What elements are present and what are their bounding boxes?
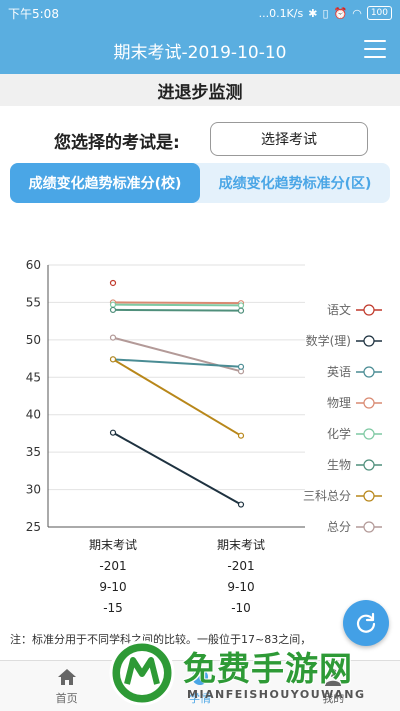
data-point — [237, 307, 245, 314]
trend-tabs: 成绩变化趋势标准分(校) 成绩变化趋势标准分(区) — [10, 163, 390, 203]
legend-label: 语文 — [327, 302, 351, 317]
series-line — [112, 358, 242, 437]
legend-label: 三科总分 — [303, 489, 351, 503]
data-point — [237, 501, 245, 508]
refresh-button[interactable] — [343, 600, 389, 646]
series-line — [112, 358, 242, 368]
data-point — [109, 356, 117, 363]
nav-label-mine: 我的 — [322, 691, 345, 705]
hamburger-menu-icon[interactable] — [364, 40, 386, 58]
select-exam-button[interactable]: 选择考试 — [210, 122, 368, 156]
y-tick-label: 45 — [26, 370, 41, 384]
nav-item-mine[interactable]: 我的 — [267, 661, 400, 711]
legend-label: 物理 — [327, 396, 351, 410]
series-line — [112, 308, 242, 312]
tab-school-standard-score[interactable]: 成绩变化趋势标准分(校) — [10, 163, 200, 203]
tab-district-standard-score[interactable]: 成绩变化趋势标准分(区) — [218, 176, 372, 192]
series-line — [112, 431, 242, 506]
legend-label: 英语 — [327, 365, 351, 379]
series-line — [112, 301, 242, 305]
trend-chart-svg: 25 30 35 40 45 50 55 60 期末考试 -201 9-10 -15 期末考试 -201 9… — [26, 258, 382, 615]
user-icon — [325, 668, 342, 686]
home-icon — [57, 668, 76, 685]
x-tick-label: -201 — [227, 559, 254, 573]
x-tick-label: -15 — [103, 601, 123, 615]
chart-icon — [191, 668, 208, 685]
alarm-icon: ⏰ — [333, 6, 348, 20]
nav-item-study[interactable]: 学情 — [133, 661, 266, 711]
series-line — [112, 303, 242, 307]
x-tick-label: 期末考试 — [89, 537, 137, 552]
vibrate-icon: ▯ — [322, 6, 329, 20]
x-tick-label: 9-10 — [99, 580, 126, 594]
y-tick-label: 35 — [26, 445, 41, 459]
legend-marker — [363, 490, 375, 502]
data-point — [237, 363, 245, 370]
data-point — [109, 334, 117, 341]
legend-marker — [363, 335, 375, 347]
bluetooth-icon: ✱ — [308, 6, 318, 20]
legend-label: 化学 — [327, 426, 351, 441]
data-point — [109, 279, 117, 287]
nav-label-home: 首页 — [55, 691, 78, 705]
y-tick-label: 55 — [26, 295, 41, 309]
x-tick-label: -10 — [231, 601, 251, 615]
legend-marker — [363, 304, 375, 316]
status-icons: ...0.1K/s ✱ ▯ ⏰ ◠ 100 — [259, 6, 392, 20]
y-tick-label: 30 — [26, 483, 41, 497]
wifi-icon: ◠ — [352, 6, 362, 20]
data-point — [237, 302, 245, 309]
legend-marker — [363, 397, 375, 409]
legend-marker — [363, 428, 375, 440]
exam-select-row: 您选择的考试是: 选择考试 — [0, 120, 400, 160]
y-tick-label: 40 — [26, 408, 41, 422]
legend-marker — [363, 459, 375, 471]
nav-label-study: 学情 — [188, 691, 211, 705]
legend-label: 总分 — [327, 520, 351, 534]
battery-icon: 100 — [366, 6, 392, 20]
legend-label: 生物 — [327, 458, 351, 472]
x-tick-label: 期末考试 — [217, 537, 265, 552]
y-tick-label: 25 — [26, 520, 41, 534]
section-title: 进退步监测 — [0, 74, 400, 106]
data-point — [109, 306, 117, 314]
exam-select-label: 您选择的考试是: — [54, 133, 180, 153]
app-title: 期末考试-2019-10-10 — [113, 42, 287, 63]
network-speed: ...0.1K/s — [258, 6, 304, 20]
x-tick-label: 9-10 — [227, 580, 254, 594]
y-tick-label: 60 — [26, 258, 41, 272]
nav-item-home[interactable]: 首页 — [0, 661, 133, 711]
footnote: 注：标准分用于不同学科之间的比较。一般位于17~83之间， — [10, 633, 312, 646]
legend-marker — [363, 521, 375, 533]
refresh-icon — [356, 612, 376, 633]
data-point — [109, 429, 117, 436]
status-time: 下午5:08 — [8, 6, 59, 21]
data-point — [109, 301, 117, 308]
bottom-nav: 首页 学情 我的 — [0, 660, 400, 711]
status-bar: 下午5:08 ...0.1K/s ✱ ▯ ⏰ ◠ 100 — [0, 0, 400, 26]
y-tick-label: 50 — [26, 333, 41, 347]
x-tick-label: -201 — [99, 559, 126, 573]
data-point — [237, 432, 245, 439]
legend-marker — [363, 366, 375, 378]
trend-chart: 25 30 35 40 45 50 55 60 期末考试 -201 9-10 -15 期末考试 -201 9… — [0, 250, 400, 625]
legend-label: 数学(理) — [306, 333, 351, 348]
app-bar: 期末考试-2019-10-10 — [0, 26, 400, 74]
